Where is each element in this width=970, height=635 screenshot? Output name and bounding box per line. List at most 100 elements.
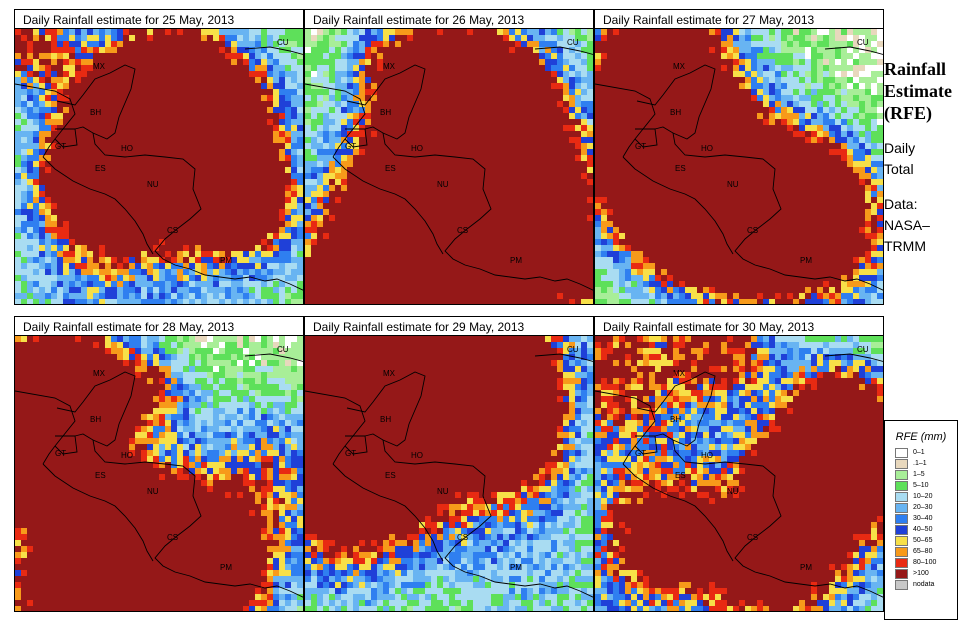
panel-title: Daily Rainfall estimate for 30 May, 2013 (594, 316, 884, 336)
rainfall-grid (15, 29, 303, 304)
rainfall-map: MX CU BH GT HO ES NU CS PM (594, 336, 884, 612)
map-panel-3: Daily Rainfall estimate for 27 May, 2013… (594, 9, 884, 305)
country-label-pm: PM (510, 563, 522, 572)
panel-title: Daily Rainfall estimate for 27 May, 2013 (594, 9, 884, 29)
legend-swatch (895, 491, 908, 502)
map-panel-5: Daily Rainfall estimate for 29 May, 2013… (304, 316, 594, 612)
country-label-ho: HO (701, 144, 713, 153)
rainfall-grid (595, 29, 883, 304)
rainfall-map: MX CU BH GT HO ES NU CS PM (14, 29, 304, 305)
country-label-cs: CS (747, 533, 759, 542)
country-label-cs: CS (457, 226, 469, 235)
country-label-gt: GT (345, 449, 357, 458)
period-text: Daily Total (884, 140, 916, 177)
country-label-es: ES (675, 164, 686, 173)
legend-swatch (895, 557, 908, 568)
panel-title: Daily Rainfall estimate for 26 May, 2013 (304, 9, 594, 29)
map-panel-1: Daily Rainfall estimate for 25 May, 2013… (14, 9, 304, 305)
country-label-bh: BH (670, 108, 682, 117)
country-label-es: ES (385, 164, 396, 173)
country-label-nu: NU (147, 487, 159, 496)
legend-label: >100 (913, 570, 929, 577)
country-label-cs: CS (747, 226, 759, 235)
country-label-mx: MX (673, 62, 685, 71)
rainfall-map: MX CU BH GT HO ES NU CS PM (594, 29, 884, 305)
legend-label: 40–50 (913, 526, 933, 533)
rainfall-map: MX CU BH GT HO ES NU CS PM (304, 29, 594, 305)
legend-item: >100 (895, 568, 957, 579)
country-label-gt: GT (55, 142, 67, 151)
coastline-overlay (305, 353, 593, 598)
legend-swatch (895, 502, 908, 513)
rainfall-grid (15, 336, 303, 611)
country-label-bh: BH (380, 415, 392, 424)
country-label-cs: CS (167, 226, 179, 235)
legend-item: 65–80 (895, 546, 957, 557)
country-label-pm: PM (800, 256, 812, 265)
map-panel-2: Daily Rainfall estimate for 26 May, 2013… (304, 9, 594, 305)
country-label-nu: NU (727, 180, 739, 189)
country-label-pm: PM (220, 563, 232, 572)
legend-item: 1–5 (895, 469, 957, 480)
rainfall-grid (305, 336, 593, 611)
country-label-gt: GT (635, 142, 647, 151)
legend-item: 50–65 (895, 535, 957, 546)
panel-title: Daily Rainfall estimate for 25 May, 2013 (14, 9, 304, 29)
country-label-bh: BH (90, 108, 102, 117)
legend-label: 5–10 (913, 482, 929, 489)
legend-swatch (895, 579, 908, 590)
coastline-overlay (15, 46, 303, 291)
legend-swatch (895, 535, 908, 546)
country-label-ho: HO (411, 451, 423, 460)
legend-swatch (895, 524, 908, 535)
country-label-pm: PM (510, 256, 522, 265)
legend-label: 30–40 (913, 515, 933, 522)
country-label-bh: BH (380, 108, 392, 117)
country-label-es: ES (95, 164, 106, 173)
data-source-text: Data: NASA– TRMM (884, 196, 930, 254)
country-label-bh: BH (90, 415, 102, 424)
rainfall-grid (305, 29, 593, 304)
legend-title: RFE (mm) (895, 431, 947, 443)
legend-item: .1–1 (895, 458, 957, 469)
legend-label: 10–20 (913, 493, 933, 500)
country-label-gt: GT (635, 449, 647, 458)
legend-swatch (895, 480, 908, 491)
legend-item: 10–20 (895, 491, 957, 502)
country-label-cu: CU (567, 345, 579, 354)
legend-label: 20–30 (913, 504, 933, 511)
country-label-es: ES (385, 471, 396, 480)
country-label-cu: CU (857, 345, 869, 354)
map-panel-6: Daily Rainfall estimate for 30 May, 2013… (594, 316, 884, 612)
country-label-bh: BH (670, 415, 682, 424)
legend-items: 0–1 .1–1 1–5 5–10 10–20 20–30 30–40 40–50 50–65 6… (885, 447, 957, 590)
country-label-cu: CU (277, 38, 289, 47)
rainfall-legend: RFE (mm) 0–1 .1–1 1–5 5–10 10–20 20–30 30–40 40… (884, 420, 958, 620)
map-panel-4: Daily Rainfall estimate for 28 May, 2013… (14, 316, 304, 612)
country-label-cu: CU (567, 38, 579, 47)
country-label-gt: GT (55, 449, 67, 458)
country-label-nu: NU (727, 487, 739, 496)
legend-item: 30–40 (895, 513, 957, 524)
country-label-nu: NU (437, 487, 449, 496)
country-label-mx: MX (93, 62, 105, 71)
map-description: Rainfall Estimate (RFE) Daily Total Data… (884, 58, 970, 257)
country-label-cs: CS (457, 533, 469, 542)
coastline-overlay (15, 353, 303, 598)
country-label-mx: MX (383, 62, 395, 71)
rainfall-map: MX CU BH GT HO ES NU CS PM (14, 336, 304, 612)
country-label-pm: PM (800, 563, 812, 572)
country-label-cs: CS (167, 533, 179, 542)
rfe-title: Rainfall Estimate (RFE) (884, 59, 952, 123)
country-label-ho: HO (411, 144, 423, 153)
legend-swatch (895, 469, 908, 480)
legend-swatch (895, 458, 908, 469)
coastline-overlay (595, 46, 883, 291)
rainfall-map: MX CU BH GT HO ES NU CS PM (304, 336, 594, 612)
country-label-pm: PM (220, 256, 232, 265)
legend-label: 50–65 (913, 537, 933, 544)
country-label-mx: MX (93, 369, 105, 378)
legend-label: .1–1 (913, 460, 927, 467)
legend-label: 0–1 (913, 449, 925, 456)
legend-swatch (895, 568, 908, 579)
